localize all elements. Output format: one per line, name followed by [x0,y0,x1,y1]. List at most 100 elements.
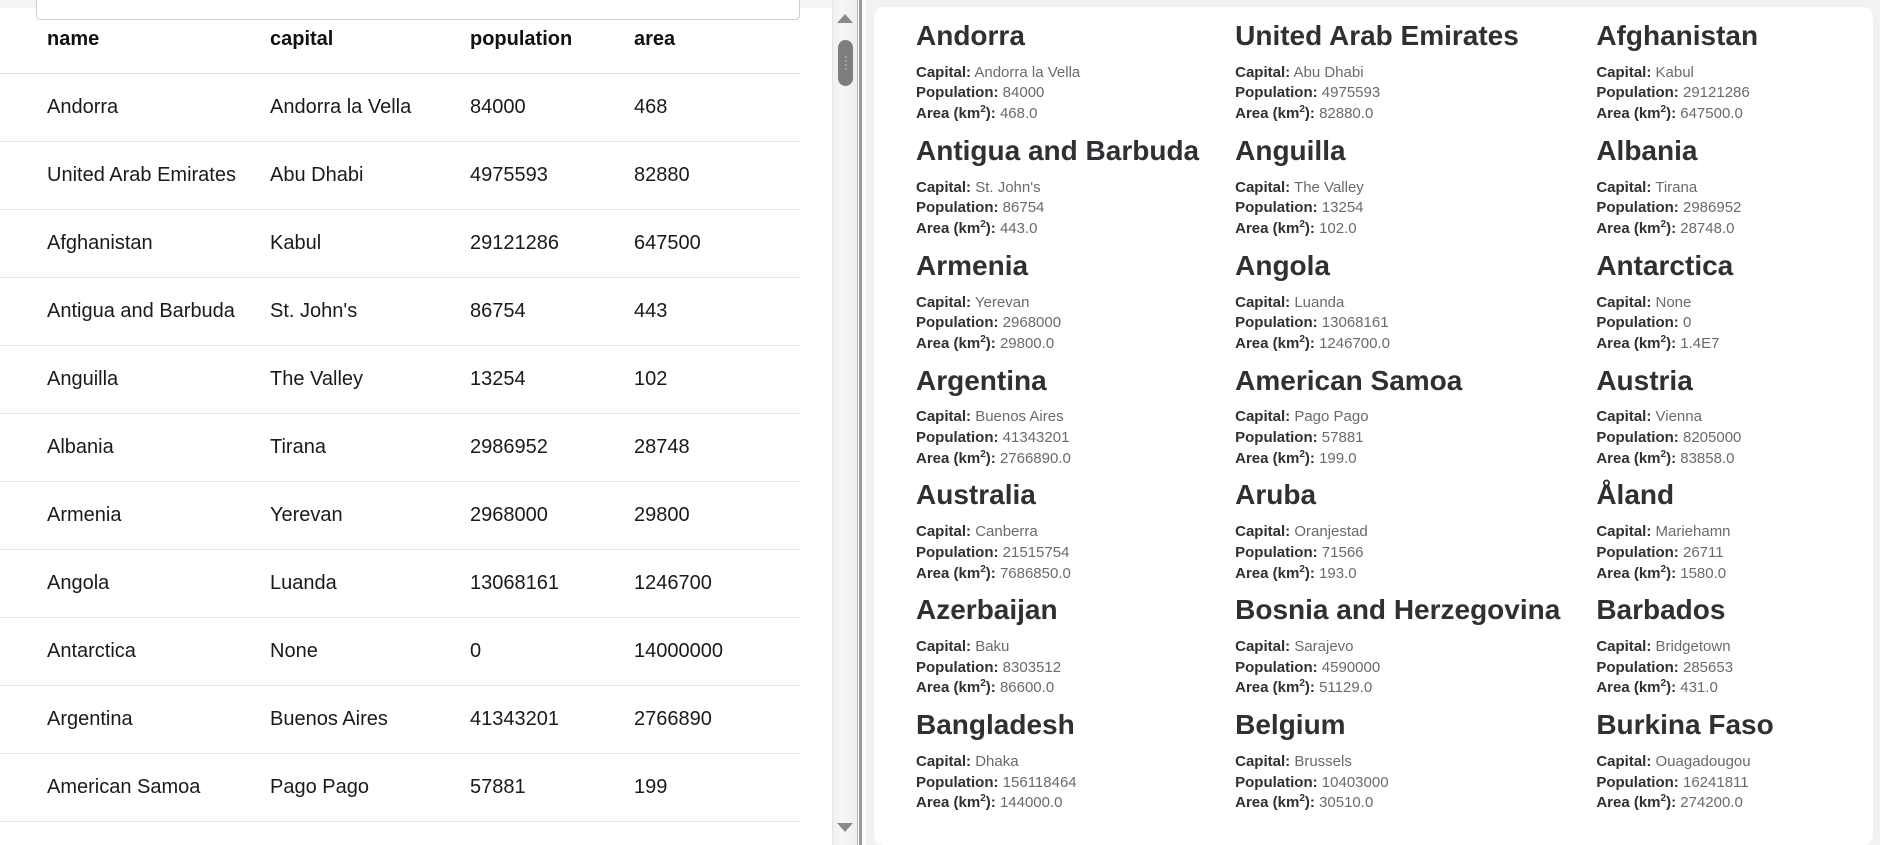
area-value: 51129.0 [1319,679,1373,697]
country-card[interactable]: Azerbaijan Capital: Baku Population: 83035… [898,594,1217,710]
capital-value: The Valley [1294,178,1364,196]
country-card[interactable]: Albania Capital: Tirana Population: 298695… [1578,135,1849,251]
area-label: Area (km2): [1596,334,1676,352]
table-row[interactable]: Anguilla The Valley 13254 102 [0,345,800,414]
capital-label: Capital: [1596,523,1652,541]
table-row[interactable]: Albania Tirana 2986952 28748 [0,413,800,482]
vertical-scrollbar[interactable] [832,0,858,845]
area-label-suffix: ): [1304,449,1315,467]
country-card[interactable]: Armenia Capital: Yerevan Population: 29680… [898,250,1217,366]
population-value: 8303512 [1002,658,1062,676]
area-line: Area (km2): 1.4E7 [1596,334,1831,353]
area-line: Area (km2): 83858.0 [1596,449,1831,468]
table-row[interactable]: Andorra Andorra la Vella 84000 468 [0,73,800,142]
scrollbar-thumb[interactable] [838,40,853,86]
country-card[interactable]: Austria Capital: Vienna Population: 820500… [1578,365,1849,481]
capital-label: Capital: [1235,408,1291,426]
capital-value: St. John's [975,178,1041,196]
population-value: 29121286 [1682,84,1750,102]
cell-population: 41343201 [470,685,634,754]
area-label-suffix: ): [1666,105,1677,123]
table-row[interactable]: Antigua and Barbuda St. John's 86754 443 [0,277,800,346]
table-row[interactable]: Angola Luanda 13068161 1246700 [0,549,800,618]
area-label: Area (km2): [1235,794,1315,812]
area-label-exponent: 2 [1299,104,1305,116]
capital-line: Capital: Brussels [1235,753,1560,771]
country-name: Barbados [1596,594,1726,626]
area-label: Area (km2): [1596,220,1677,238]
country-card[interactable]: Barbados Capital: Bridgetown Population: 2… [1578,594,1849,710]
country-cards-grid: Andorra Capital: Andorra la Vella Populati… [874,20,1873,825]
table-row[interactable]: Argentina Buenos Aires 41343201 2766890 [0,685,800,754]
country-card[interactable]: Antarctica Capital: None Population: 0 Area… [1578,250,1849,366]
country-card[interactable]: Andorra Capital: Andorra la Vella Populati… [898,20,1217,136]
table-scroll-area[interactable]: name capital population area Andorra Ando… [0,0,832,845]
population-label: Population: [1235,429,1318,447]
capital-line: Capital: Tirana [1596,179,1831,197]
country-card[interactable]: Australia Capital: Canberra Population: 21… [898,480,1217,595]
table-row[interactable]: United Arab Emirates Abu Dhabi 4975593 8288… [0,141,800,210]
scroll-up-button[interactable] [833,4,857,32]
country-card[interactable]: Bosnia and Herzegovina Capital: Sarajevo P… [1217,594,1578,710]
area-label-prefix: Area (km [916,449,981,467]
population-label: Population: [1596,543,1679,561]
area-line: Area (km2): 2766890.0 [916,449,1199,468]
country-card[interactable]: Belgium Capital: Brussels Population: 1040… [1217,709,1578,825]
cell-capital: Pago Pago [270,753,470,822]
cell-population: 84000 [470,73,634,142]
capital-value: Bridgetown [1655,638,1731,656]
capital-line: Capital: Bridgetown [1596,638,1831,656]
population-line: Population: 10403000 [1235,774,1560,792]
country-card[interactable]: Åland Capital: Mariehamn Population: 26711… [1578,480,1849,595]
population-line: Population: 84000 [916,84,1199,102]
column-header-population[interactable]: population [470,22,634,74]
scroll-down-button[interactable] [833,813,857,841]
capital-line: Capital: None [1596,294,1831,312]
area-label: Area (km2): [1596,794,1676,812]
cell-area: 82880 [634,141,800,210]
capital-value: Yerevan [974,293,1030,311]
country-card[interactable]: Afghanistan Capital: Kabul Population: 291… [1578,20,1849,136]
country-card[interactable]: Anguilla Capital: The Valley Population: 1… [1217,135,1578,251]
country-card[interactable]: Aruba Capital: Oranjestad Population: 7156… [1217,480,1578,595]
table-pane: name capital population area Andorra Ando… [0,0,866,845]
area-value: 274200.0 [1680,794,1743,812]
cell-population: 29121286 [470,209,634,278]
table-row[interactable]: American Samoa Pago Pago 57881 199 [0,753,800,822]
capital-label: Capital: [916,523,972,541]
population-label: Population: [1235,658,1318,676]
capital-label: Capital: [1235,523,1291,541]
table-row[interactable]: Armenia Yerevan 2968000 29800 [0,481,800,550]
population-value: 41343201 [1002,429,1070,447]
cards-pane: Andorra Capital: Andorra la Vella Populati… [866,0,1880,845]
capital-value: Dhaka [975,752,1019,770]
area-label-suffix: ): [1666,220,1677,238]
country-card[interactable]: American Samoa Capital: Pago Pago Populati… [1217,365,1578,481]
capital-value: Abu Dhabi [1293,63,1364,81]
population-line: Population: 285653 [1596,659,1831,677]
capital-value: Tirana [1655,178,1698,196]
country-card[interactable]: Burkina Faso Capital: Ouagadougou Populati… [1578,709,1849,825]
cell-population: 57881 [470,753,634,822]
capital-line: Capital: Baku [916,638,1199,656]
country-card[interactable]: United Arab Emirates Capital: Abu Dhabi Po… [1217,20,1578,136]
population-label: Population: [1596,773,1679,791]
capital-label: Capital: [1596,178,1652,196]
population-label: Population: [916,429,999,447]
cell-area: 2766890 [634,685,800,754]
population-label: Population: [1235,199,1318,217]
country-card[interactable]: Antigua and Barbuda Capital: St. John's Po… [898,135,1217,251]
country-card[interactable]: Bangladesh Capital: Dhaka Population: 1561… [898,709,1217,825]
search-input[interactable] [36,0,800,20]
country-card[interactable]: Argentina Capital: Buenos Aires Population… [898,365,1217,481]
column-header-capital[interactable]: capital [270,22,470,74]
table-row[interactable]: Antarctica None 0 14000000 [0,617,800,686]
capital-line: Capital: Andorra la Vella [916,64,1199,82]
table-row[interactable]: Afghanistan Kabul 29121286 647500 [0,209,800,278]
column-header-area[interactable]: area [634,22,800,74]
country-card[interactable]: Angola Capital: Luanda Population: 1306816… [1217,250,1578,366]
column-header-name[interactable]: name [0,22,270,74]
area-label: Area (km2): [1235,679,1315,697]
country-name: Bosnia and Herzegovina [1235,594,1561,626]
area-label: Area (km2): [1235,104,1315,123]
